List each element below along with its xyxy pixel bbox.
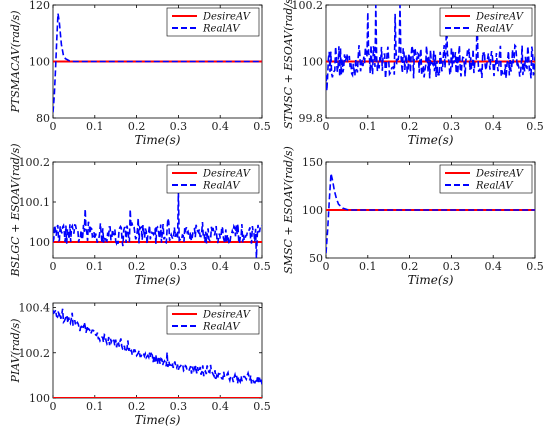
legend-label: RealAV (202, 24, 241, 35)
x-tick-label: 0.1 (359, 260, 377, 273)
x-tick-label: 0 (323, 260, 330, 273)
legend-box (166, 164, 260, 194)
chart-5: 0 0.1 0.2 0.3 0.4 0.5 100 100.2 100.4 DesireAVRea… (9, 302, 271, 427)
legend-label: RealAV (475, 181, 514, 192)
x-tick-label: 0.5 (253, 260, 271, 273)
x-tick-label: 0.5 (253, 400, 271, 413)
series-group (53, 192, 262, 258)
y-axis-label: STMSC + ESOAV(rad/s) (282, 0, 295, 129)
x-tick-label: 0.1 (86, 120, 104, 133)
x-tick-label: 0.2 (128, 400, 146, 413)
x-tick-label: 0.4 (211, 260, 229, 273)
y-tick-label: 80 (36, 112, 50, 125)
legend-box (166, 7, 260, 37)
y-tick-label: 100.2 (292, 0, 324, 12)
chart-3: 0 0.1 0.2 0.3 0.4 0.5 100 100.1 100.2 DesireAVRea… (9, 143, 271, 287)
x-tick-label: 0.2 (401, 260, 419, 273)
y-tick-label: 100.2 (19, 347, 51, 360)
y-tick-label: 100.1 (19, 196, 51, 209)
series-group (326, 173, 535, 254)
series-line-RealAV (53, 307, 262, 385)
x-tick-label: 0.3 (170, 260, 188, 273)
x-tick-label: 0.4 (211, 400, 229, 413)
legend-label: RealAV (202, 322, 241, 333)
y-tick-label: 99.8 (299, 112, 324, 125)
series-group (53, 307, 262, 398)
y-tick-label: 100 (29, 392, 50, 405)
x-tick-label: 0 (50, 400, 57, 413)
y-axis-label: PTSMACAV(rad/s) (9, 10, 22, 113)
series-group (326, 5, 535, 91)
y-tick-label: 100 (302, 56, 323, 69)
y-tick-label: 100 (302, 204, 323, 217)
legend-label: DesireAV (475, 12, 525, 23)
x-axis-label: Time(s) (135, 273, 181, 287)
x-tick-label: 0.1 (359, 120, 377, 133)
y-tick-label: 50 (309, 252, 323, 265)
x-tick-label: 0.2 (128, 120, 146, 133)
x-tick-label: 0.4 (484, 260, 502, 273)
x-tick-label: 0 (50, 260, 57, 273)
x-axis-label: Time(s) (135, 133, 181, 147)
x-tick-label: 0.2 (401, 120, 419, 133)
y-axis-label: SMSC + ESOAV(rad/s) (282, 146, 295, 274)
legend-box (166, 305, 260, 335)
series-line-RealAV (326, 173, 535, 254)
x-tick-label: 0.5 (526, 260, 544, 273)
legend-label: DesireAV (202, 169, 252, 180)
x-axis-label: Time(s) (408, 273, 454, 287)
series-group (53, 13, 262, 113)
y-tick-label: 100 (29, 236, 50, 249)
legend-label: RealAV (475, 24, 514, 35)
legend-label: DesireAV (202, 12, 252, 23)
series-line-RealAV (53, 192, 262, 258)
legend-label: DesireAV (475, 169, 525, 180)
y-tick-label: 100.2 (19, 156, 51, 169)
x-tick-label: 0.2 (128, 260, 146, 273)
y-axis-label: BSLGC + ESOAV(rad/s) (9, 143, 22, 277)
legend-box (439, 7, 533, 37)
legend-label: RealAV (202, 181, 241, 192)
x-tick-label: 0.1 (86, 260, 104, 273)
x-tick-label: 0.3 (443, 260, 461, 273)
x-tick-label: 0 (50, 120, 57, 133)
x-tick-label: 0.4 (484, 120, 502, 133)
y-axis-label: PIAV(rad/s) (9, 319, 22, 384)
x-tick-label: 0.5 (526, 120, 544, 133)
x-axis-label: Time(s) (135, 413, 181, 427)
series-line-RealAV (326, 5, 535, 91)
x-tick-label: 0.3 (170, 400, 188, 413)
x-tick-label: 0 (323, 120, 330, 133)
x-tick-label: 0.1 (86, 400, 104, 413)
y-tick-label: 120 (29, 0, 50, 12)
legend-label: DesireAV (202, 310, 252, 321)
x-tick-label: 0.3 (170, 120, 188, 133)
x-tick-label: 0.5 (253, 120, 271, 133)
y-tick-label: 100.4 (19, 302, 51, 315)
y-tick-label: 150 (302, 156, 323, 169)
legend-box (439, 164, 533, 194)
x-tick-label: 0.3 (443, 120, 461, 133)
y-tick-label: 100 (29, 56, 50, 69)
x-axis-label: Time(s) (408, 133, 454, 147)
x-tick-label: 0.4 (211, 120, 229, 133)
chart-2: 0 0.1 0.2 0.3 0.4 0.5 99.8 100 100.2 DesireAVReal… (282, 0, 544, 147)
series-line-RealAV (53, 13, 262, 113)
